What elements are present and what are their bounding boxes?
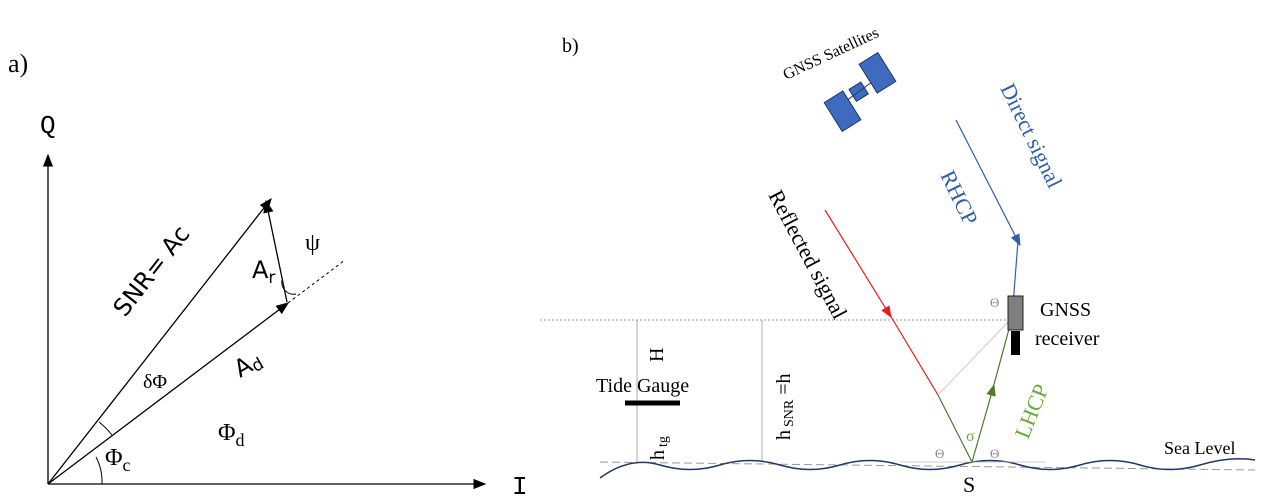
direct-label: Direct signal (996, 79, 1068, 192)
receiver-antenna (1008, 296, 1023, 330)
panel-b (540, 53, 1255, 478)
diagram: a) Q I SNR= Ac Ar Ad ψ δΦ Φc Φd b) GNSS … (0, 0, 1264, 498)
ar-label: Ar (252, 256, 275, 288)
s-label: S (963, 472, 975, 497)
panel-a (48, 155, 485, 484)
theta-label: Θ (990, 295, 999, 310)
panel-label: b) (562, 35, 579, 57)
panel-b-labels: b) GNSS Satellites Direct signal RHCP Re… (562, 24, 1235, 497)
tide-gauge-label: Tide Gauge (596, 375, 689, 397)
receiver-label: GNSS (1040, 299, 1091, 321)
panel-label: a) (8, 49, 28, 78)
panel-a-labels: a) Q I SNR= Ac Ar Ad ψ δΦ Φc Φd (8, 49, 528, 498)
h-label: H (646, 348, 668, 362)
theta-label: Θ (935, 446, 944, 461)
reflected-line (890, 315, 938, 395)
sigma-label: σ (966, 428, 975, 445)
psi-label: ψ (305, 230, 320, 256)
phi-d-label: Φd (218, 420, 245, 450)
h-snr-label: hSNR =h (773, 373, 797, 440)
receiver-base (1011, 331, 1020, 355)
lhcp-label: LHCP (1009, 380, 1053, 442)
geometry-line (938, 320, 1010, 395)
axis-label: I (512, 472, 528, 498)
rhcp-label: RHCP (936, 166, 984, 229)
h-tg-label: htg (647, 436, 671, 460)
extension (288, 260, 345, 303)
reflected-label: Reflected signal (764, 186, 853, 323)
angle-arc (96, 457, 102, 484)
snr-label: SNR= Ac (108, 220, 196, 321)
ad-label: Ad (229, 345, 268, 385)
axis-label: Q (40, 111, 56, 141)
delta-phi-label: δΦ (143, 371, 167, 393)
angle-arc (99, 422, 112, 435)
sea-level-label: Sea Level (1164, 438, 1235, 458)
satellite (817, 53, 903, 132)
receiver-label: receiver (1035, 328, 1100, 350)
phi-c-label: Φc (105, 445, 131, 475)
theta-label: Θ (990, 446, 999, 461)
